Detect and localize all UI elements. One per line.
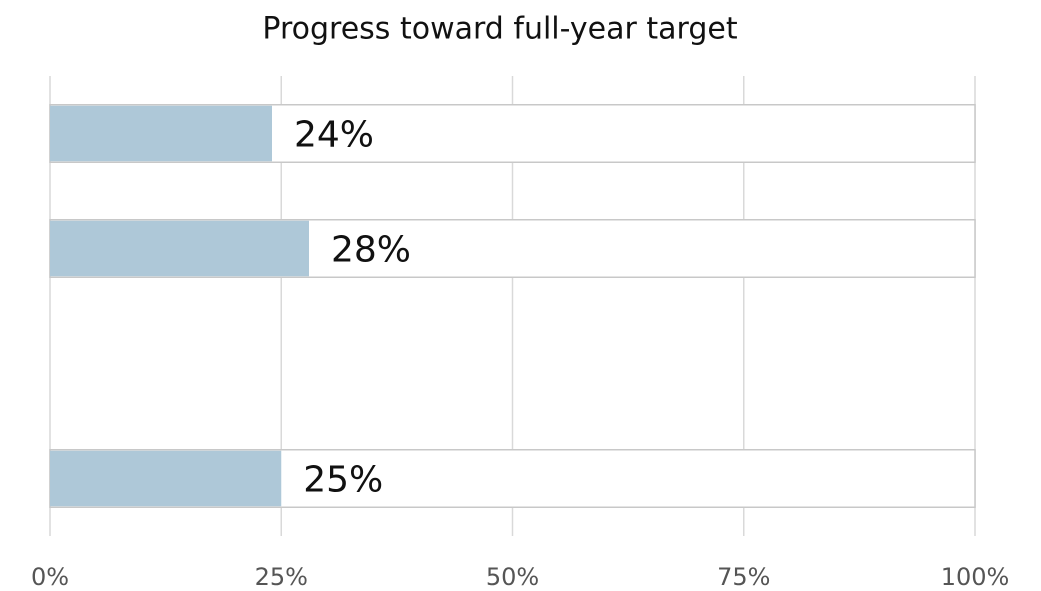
x-tick-label: 100% [941,563,1010,591]
bar [50,105,272,162]
x-tick-label: 0% [31,563,69,591]
bar [50,450,282,507]
chart-title: Progress toward full-year target [262,12,737,47]
data-label: 25% [303,460,383,501]
data-label: 24% [294,115,374,156]
data-label: 28% [331,230,411,271]
x-tick-label: 25% [255,563,308,591]
bar [50,220,309,277]
x-tick-label: 75% [717,563,770,591]
x-tick-label: 50% [486,563,539,591]
